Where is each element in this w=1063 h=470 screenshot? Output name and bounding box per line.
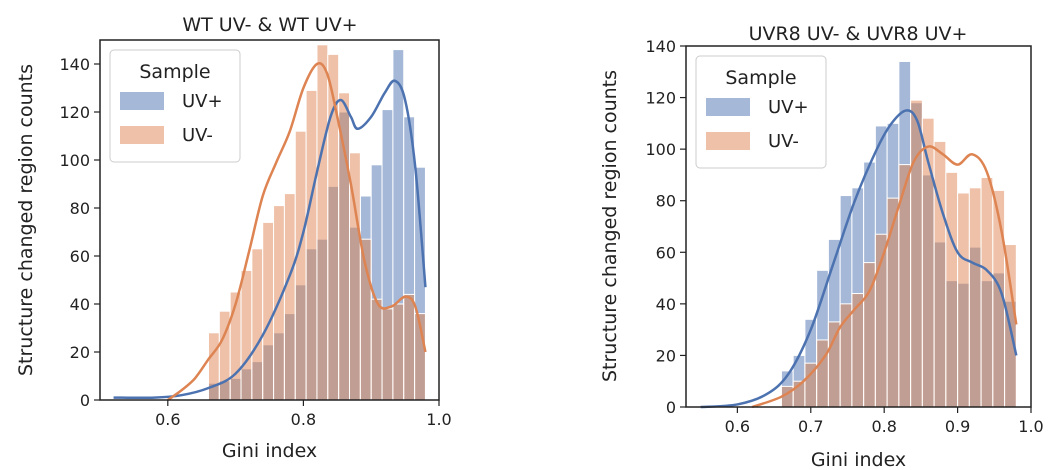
y-tick-label: 40 <box>70 295 90 314</box>
bars-uv-minus <box>207 44 426 401</box>
histogram-bar <box>392 303 405 401</box>
histogram-bar <box>294 130 307 401</box>
histogram-bar <box>262 221 275 401</box>
uvr8-histogram-panel: 0.6 0.7 0.8 0.9 1.0 0 20 40 60 80 100 120 140 UVR8 UV… <box>599 23 1044 470</box>
legend-label: UV+ <box>768 97 809 118</box>
y-axis-label: Structure changed region counts <box>15 64 37 376</box>
x-axis-label: Gini index <box>222 440 317 462</box>
legend-label: UV- <box>768 131 799 152</box>
y-tick-label: 120 <box>59 103 90 122</box>
histogram-bar <box>910 99 923 408</box>
kde-line <box>113 79 427 400</box>
histogram-bar <box>945 171 959 408</box>
y-tick-label: 0 <box>80 391 90 410</box>
y-axis-label: Structure changed region counts <box>599 70 621 382</box>
histogram-bar <box>403 293 416 401</box>
legend-swatch <box>706 132 750 150</box>
legend-title: Sample <box>725 67 796 89</box>
x-tick-label: 1.0 <box>1018 417 1043 436</box>
y-tick-label: 80 <box>70 199 90 218</box>
legend-swatch <box>120 126 164 144</box>
histogram-bar <box>240 269 253 401</box>
histogram-bar <box>338 92 351 401</box>
legend-swatch <box>706 98 750 116</box>
x-tick-label: 0.7 <box>798 417 823 436</box>
legend-title: Sample <box>139 61 210 83</box>
y-tick-label: 100 <box>59 151 90 170</box>
axes-frame <box>685 45 1032 408</box>
legend-swatch <box>120 92 164 110</box>
y-tick-label: 20 <box>70 343 90 362</box>
x-tick-label: 0.9 <box>945 417 970 436</box>
legend: Sample UV+ UV- <box>695 55 827 169</box>
y-tick-label: 140 <box>645 37 676 56</box>
x-tick-label: 0.8 <box>291 410 316 429</box>
y-tick-label: 80 <box>656 192 676 211</box>
histogram-bar <box>327 53 340 401</box>
histogram-bar <box>957 192 970 408</box>
y-tick-label: 100 <box>645 140 676 159</box>
histogram-bar <box>251 248 264 401</box>
legend: Sample UV+ UV- <box>109 49 241 163</box>
chart-title: WT UV- & WT UV+ <box>182 14 357 36</box>
axes-frame <box>99 39 440 401</box>
legend-label: UV+ <box>182 91 223 112</box>
y-tick-label: 0 <box>666 398 676 417</box>
histogram-bar <box>381 308 394 401</box>
y-tick-label: 20 <box>656 346 676 365</box>
y-tick-label: 140 <box>59 55 90 74</box>
kde-line <box>167 62 427 402</box>
histogram-bar <box>283 193 296 401</box>
histogram-bar <box>980 177 994 408</box>
histogram-bar <box>370 298 383 401</box>
histogram-bar <box>316 44 329 401</box>
kde-line <box>700 109 1018 409</box>
histogram-bar <box>886 197 900 408</box>
y-tick-label: 60 <box>70 247 90 266</box>
histogram-bar <box>933 140 947 408</box>
histogram-bar <box>968 187 982 408</box>
wt-histogram-panel: 0.6 0.8 1.0 0 20 40 60 80 100 120 140 WT UV- & WT U… <box>15 14 452 462</box>
x-tick-label: 0.8 <box>871 417 896 436</box>
chart-title: UVR8 UV- & UVR8 UV+ <box>749 23 968 45</box>
x-tick-label: 0.6 <box>155 410 180 429</box>
histogram-bar <box>305 89 318 401</box>
histogram-bar <box>827 321 841 408</box>
x-axis-label: Gini index <box>811 449 906 470</box>
x-tick-label: 0.6 <box>725 417 750 436</box>
legend-label: UV- <box>182 125 213 146</box>
y-tick-label: 40 <box>656 295 676 314</box>
y-tick-label: 120 <box>645 89 676 108</box>
x-tick-label: 1.0 <box>426 410 451 429</box>
y-tick-label: 60 <box>656 243 676 262</box>
kde-line <box>751 145 1018 409</box>
histogram-bar <box>816 339 829 408</box>
bars-uv-minus <box>780 99 1017 408</box>
histogram-bar <box>207 332 220 401</box>
